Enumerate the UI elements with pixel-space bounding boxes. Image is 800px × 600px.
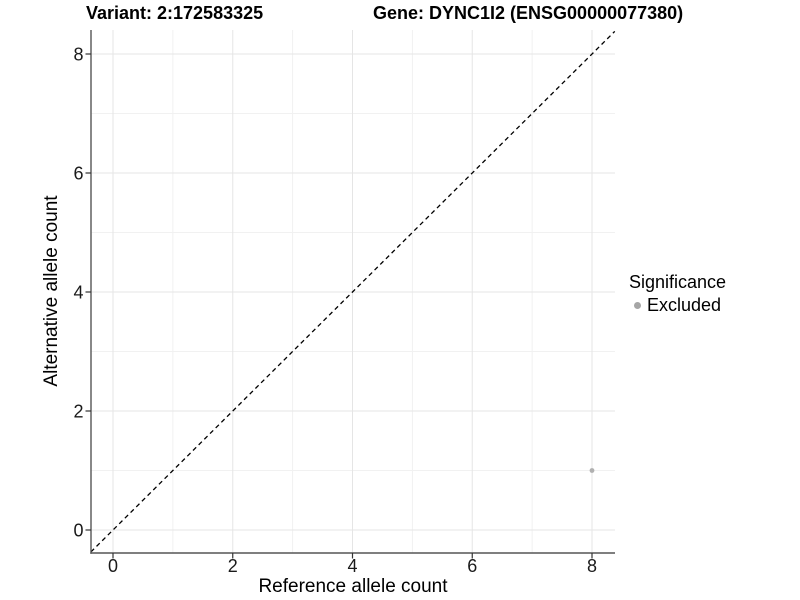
identity-reference-line [90,30,616,553]
x-tick-label: 0 [108,556,118,576]
y-tick-label: 0 [73,521,83,541]
x-tick-label: 4 [347,556,357,576]
y-tick-label: 4 [73,283,83,303]
legend: Significance Excluded [629,271,726,316]
legend-marker-dot-icon [634,302,641,309]
data-point [589,468,595,473]
y-tick-label: 8 [73,45,83,65]
legend-item-label: Excluded [647,295,722,315]
x-tick-label: 8 [587,556,597,576]
y-tick-label: 6 [73,164,83,184]
y-tick-label: 2 [73,402,83,422]
variant-title: Variant: 2:172583325 [86,3,264,23]
legend-title: Significance [629,272,727,292]
x-axis-title: Reference allele count [258,576,448,597]
y-axis-title: Alternative allele count [41,195,62,387]
legend-item-excluded: Excluded [634,295,726,316]
gene-title: Gene: DYNC1I2 (ENSG00000077380) [373,3,684,23]
x-tick-label: 6 [467,556,477,576]
x-tick-label: 2 [228,556,238,576]
